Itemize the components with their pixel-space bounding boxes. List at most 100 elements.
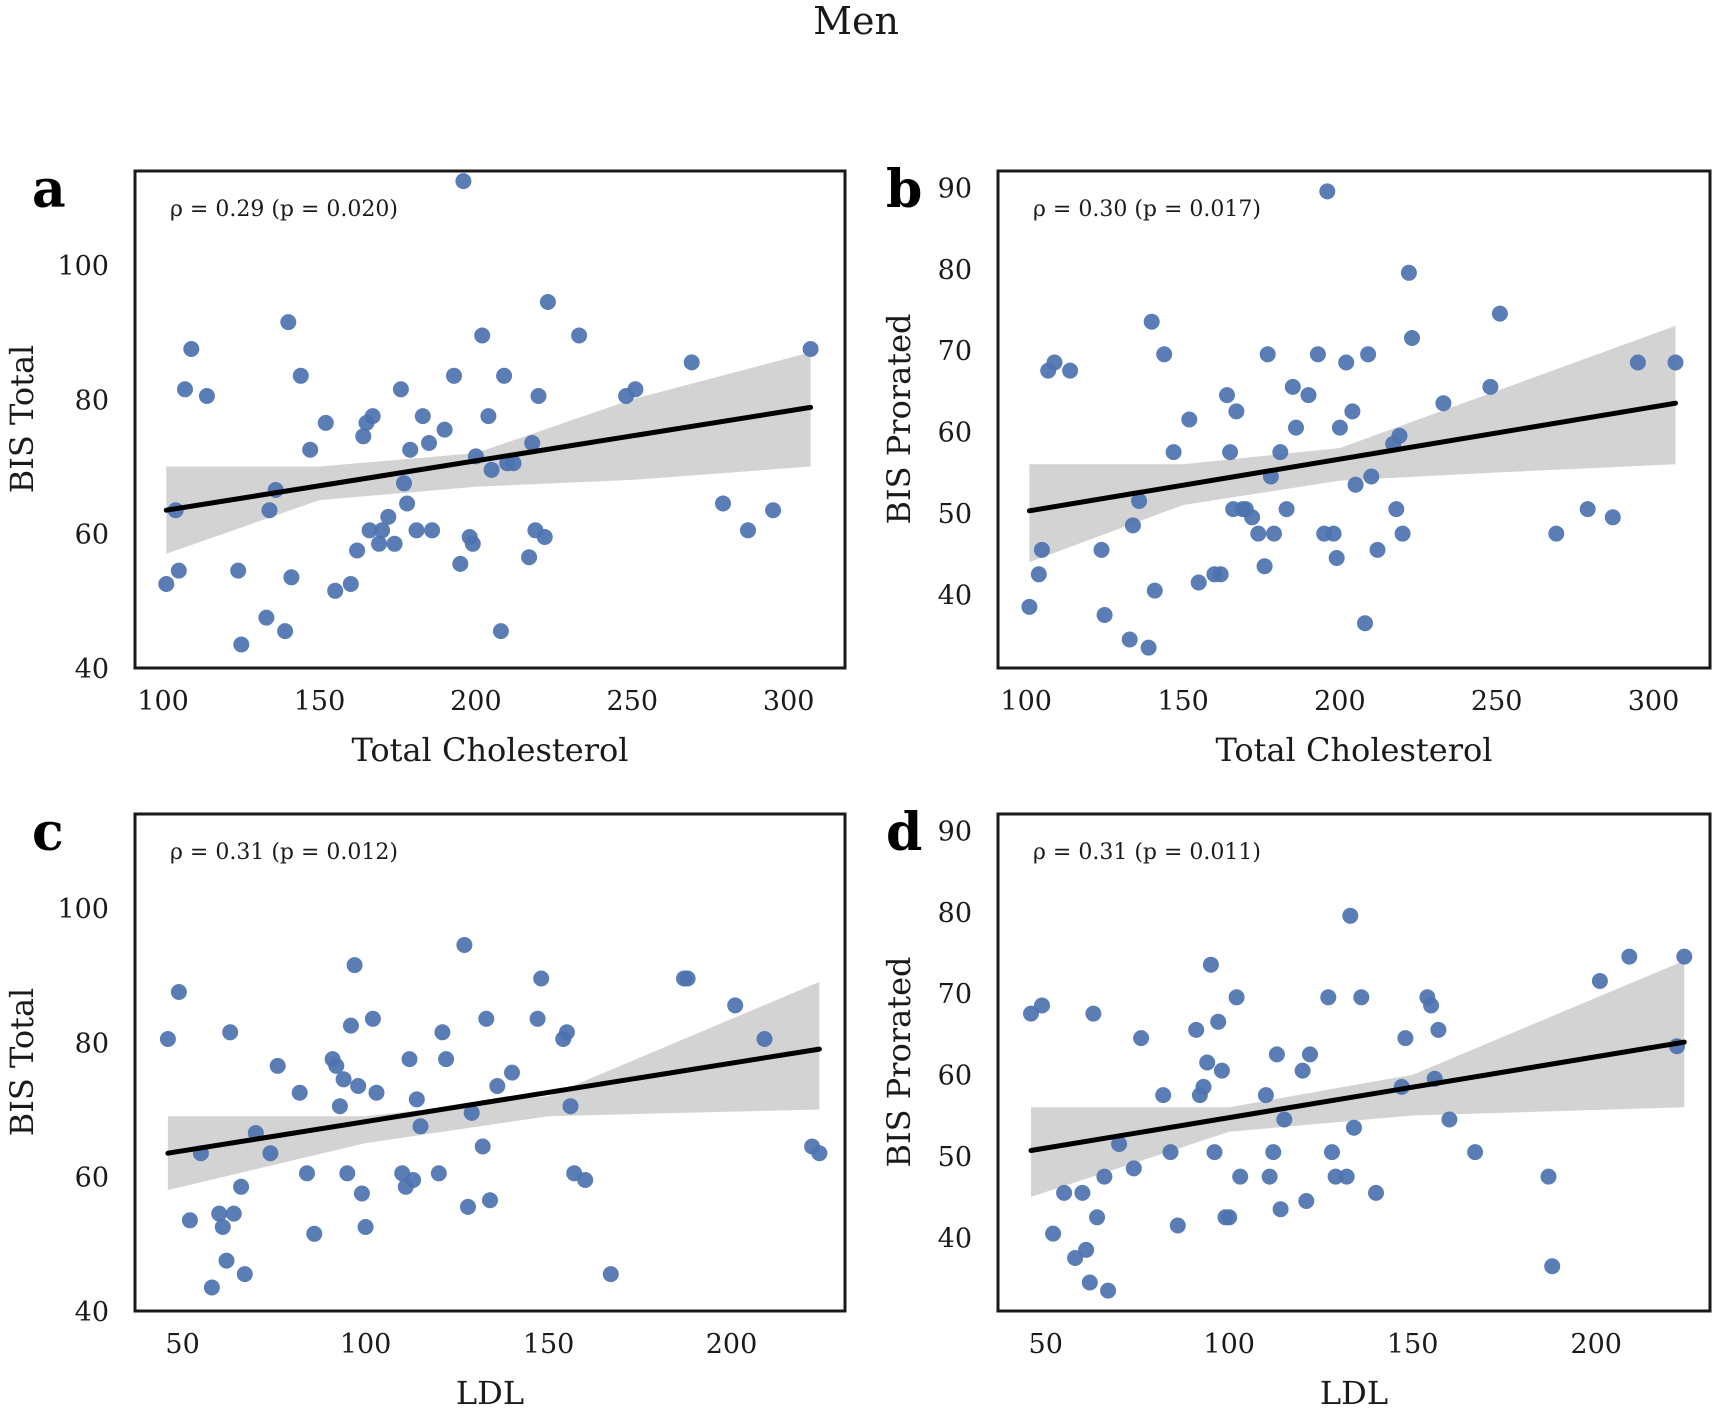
panel-a-data-point bbox=[392, 381, 409, 398]
panel-d-data-point bbox=[1294, 1062, 1311, 1079]
panel-a-data-point bbox=[283, 569, 300, 586]
panel-a-data-point bbox=[539, 294, 556, 310]
panel-d-data-point bbox=[1320, 989, 1337, 1006]
panel-a-data-point bbox=[424, 522, 441, 539]
panel-c-regression-line bbox=[165, 1046, 822, 1156]
panel-d-data-point bbox=[1540, 1168, 1557, 1185]
panel-a-data-point bbox=[530, 388, 547, 404]
panel-c-data-point bbox=[727, 997, 744, 1014]
panel-d-data-point bbox=[1324, 1144, 1340, 1161]
panel-d-data-point bbox=[1206, 1144, 1223, 1161]
panel-a-data-point bbox=[452, 555, 469, 572]
panel-a-data-point bbox=[524, 435, 541, 451]
panel-b-data-point bbox=[1357, 615, 1373, 632]
panel-d-x-tick-label: 50 bbox=[1029, 1329, 1063, 1360]
panel-d-data-point bbox=[1302, 1046, 1318, 1063]
panel-a-data-point bbox=[571, 327, 588, 344]
panel-a-data-point bbox=[355, 428, 372, 445]
panel-c-data-point bbox=[504, 1064, 520, 1081]
panel-b-data-point bbox=[1146, 582, 1163, 599]
panel-c-data-point bbox=[214, 1219, 231, 1235]
panel-d-data-point bbox=[1261, 1168, 1278, 1185]
panel-c-data-point bbox=[306, 1225, 323, 1242]
panel-a-data-point bbox=[740, 522, 756, 539]
panel-a-data-point bbox=[765, 502, 782, 519]
panel-d-data-point bbox=[1210, 1013, 1227, 1030]
panel-a-x-tick-label: 200 bbox=[450, 686, 502, 717]
panel-b-data-point bbox=[1259, 346, 1276, 363]
panel-c-data-point bbox=[558, 1024, 575, 1041]
panel-a-data-point bbox=[198, 388, 215, 404]
panel-a-x-axis-label: Total Cholesterol bbox=[351, 731, 628, 769]
panel-c-data-point bbox=[533, 970, 550, 987]
panel-c-data-point bbox=[299, 1165, 315, 1182]
panel-b-letter: b bbox=[886, 159, 922, 220]
panel-c-data-point bbox=[331, 1098, 348, 1115]
panel-b-data-point bbox=[1093, 541, 1110, 558]
panel-d-data-point bbox=[1265, 1144, 1282, 1161]
panel-c-data-point bbox=[364, 1010, 381, 1027]
panel-a-data-point bbox=[158, 576, 175, 592]
panel-b-data-point bbox=[1331, 419, 1348, 436]
panel-c-data-point bbox=[602, 1266, 619, 1283]
panel-d-data-point bbox=[1125, 1160, 1142, 1177]
panel-b-data-point bbox=[1604, 509, 1621, 526]
panel-c-x-tick-label: 200 bbox=[706, 1329, 758, 1360]
panel-c-data-point bbox=[342, 1017, 359, 1034]
panel-d-y-tick-label: 40 bbox=[938, 1224, 972, 1255]
panel-d-data-point bbox=[1133, 1030, 1150, 1047]
panel-d-x-tick-label: 100 bbox=[1203, 1329, 1255, 1360]
panel-b-marks bbox=[1021, 183, 1684, 656]
panel-c-data-point bbox=[346, 957, 363, 974]
panel-a-data-point bbox=[399, 495, 416, 512]
panel-c-data-point bbox=[211, 1205, 228, 1222]
panel-c-data-point bbox=[756, 1031, 773, 1047]
panel-a-confidence-band bbox=[166, 352, 811, 554]
panel-c-data-point bbox=[291, 1084, 308, 1101]
panel-a-data-point bbox=[414, 408, 431, 425]
panel-c-data-point bbox=[401, 1051, 418, 1068]
panel-b-y-tick-label: 50 bbox=[938, 499, 972, 530]
panel-b-data-point bbox=[1096, 607, 1113, 623]
panel-d-data-point bbox=[1346, 1119, 1362, 1136]
panel-a-data-point bbox=[277, 623, 294, 640]
panel-a-data-point bbox=[474, 327, 491, 344]
panel-d-data-point bbox=[1155, 1087, 1172, 1104]
panel-c-data-point bbox=[463, 1104, 480, 1121]
panel-b: b ρ = 0.30 (p = 0.017) Total Cholesterol… bbox=[880, 159, 1712, 769]
panel-a-data-point bbox=[455, 173, 472, 190]
panel-b-y-tick-label: 90 bbox=[938, 173, 972, 204]
panel-c-data-point bbox=[577, 1172, 594, 1188]
panel-d-data-point bbox=[1327, 1168, 1344, 1185]
panel-b-y-tick-label: 60 bbox=[938, 418, 972, 449]
panel-b-data-point bbox=[1143, 313, 1160, 330]
panel-d-data-point bbox=[1368, 1184, 1384, 1201]
panel-a-data-point bbox=[292, 367, 309, 384]
panel-b-x-tick-label: 300 bbox=[1628, 686, 1680, 717]
panel-c-data-point bbox=[368, 1084, 385, 1101]
panel-c-letter: c bbox=[32, 802, 64, 863]
panel-a-data-point bbox=[436, 421, 453, 438]
panel-c-data-point bbox=[562, 1098, 579, 1115]
panel-d-data-point bbox=[1276, 1111, 1293, 1128]
figure-title: Men bbox=[813, 0, 899, 43]
panel-c-y-tick-label: 80 bbox=[75, 1028, 109, 1059]
panel-a-data-point bbox=[408, 522, 425, 539]
panel-c-x-tick-label: 100 bbox=[340, 1329, 392, 1360]
panel-b-data-point bbox=[1212, 566, 1229, 583]
panel-c-data-point bbox=[339, 1165, 356, 1182]
panel-d-data-point bbox=[1272, 1201, 1289, 1218]
panel-a-x-tick-label: 150 bbox=[294, 686, 346, 717]
panel-a-data-point bbox=[361, 522, 378, 539]
panel-b-data-point bbox=[1131, 493, 1148, 509]
panel-a-data-point bbox=[715, 495, 731, 512]
panel-a-x-tick-label: 250 bbox=[607, 686, 659, 717]
panel-d-data-point bbox=[1591, 973, 1608, 989]
panel-a-data-point bbox=[364, 408, 381, 425]
panel-b-data-point bbox=[1548, 525, 1565, 542]
panel-d-x-axis-label: LDL bbox=[1320, 1374, 1388, 1412]
panel-d-y-tick-label: 60 bbox=[938, 1061, 972, 1092]
panel-b-data-point bbox=[1482, 378, 1499, 395]
panel-c-data-point bbox=[170, 984, 187, 1000]
